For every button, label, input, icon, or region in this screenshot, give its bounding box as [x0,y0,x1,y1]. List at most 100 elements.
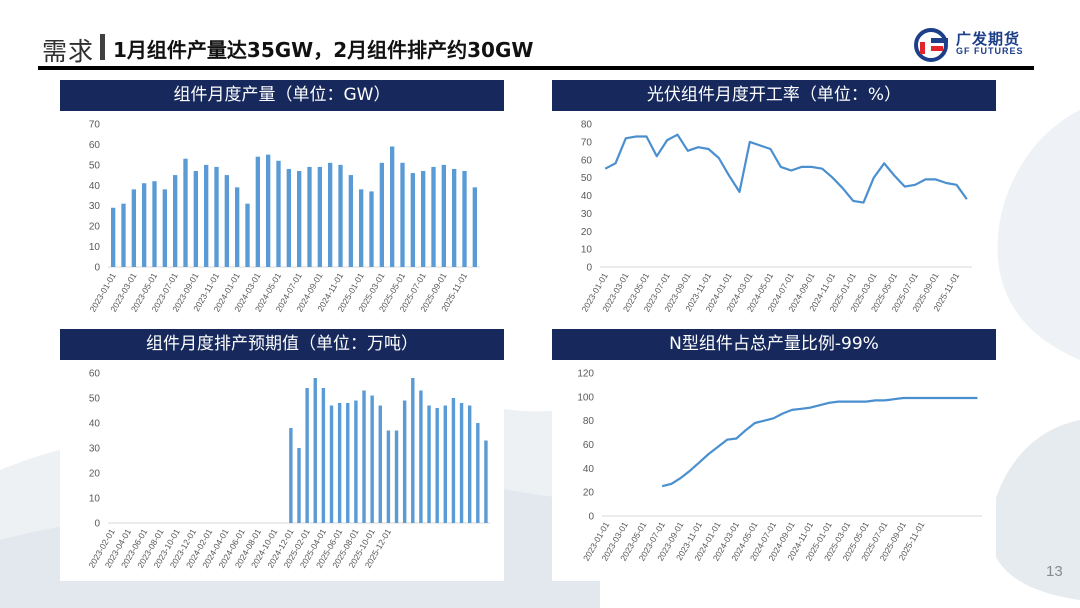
chart-production-schedule-svg: 01020304050602023-02-012023-04-012023-06… [86,369,490,570]
bar [369,191,374,267]
bar [389,146,395,267]
series-line [661,396,978,488]
bar [358,189,364,267]
y-tick-label: 40 [89,419,101,430]
bar [110,207,116,267]
slide-title: 1月组件产量达35GW，2月组件排产约30GW [113,38,534,62]
section-label: 需求 [42,37,95,66]
y-tick-label: 120 [577,369,594,380]
bar [141,183,147,267]
y-tick-label: 10 [89,242,101,253]
bar [289,428,293,523]
bar [337,403,342,523]
bar [484,440,488,523]
bar [255,156,261,267]
y-tick-label: 10 [581,245,593,256]
y-tick-label: 30 [89,444,101,455]
bar [152,181,157,267]
bar [370,395,374,523]
panel-title-operating-rate: 光伏组件月度开工率（单位：%） [552,80,996,111]
bar [305,388,309,523]
bar [362,390,366,523]
bar [193,170,199,267]
bar [386,430,391,523]
y-tick-label: 0 [94,519,100,530]
y-tick-label: 100 [577,392,594,403]
y-tick-label: 10 [89,494,101,505]
y-tick-label: 20 [89,469,101,480]
bar [435,408,439,523]
bar [411,378,415,523]
bar [427,405,431,523]
y-tick-label: 80 [583,416,595,427]
bar [462,170,467,267]
logo-text-en: GF FUTURES [956,46,1024,56]
bar [286,168,292,267]
bar [443,405,448,523]
y-tick-label: 80 [581,120,593,131]
slide-header: 需求 1月组件产量达35GW，2月组件排产约30GW 广发期货 GF FUTUR… [0,28,1080,74]
chart-n-type-share: 0 20 40 60 80 100 120 2023-01-01 2023-03-01 2023-… [552,361,996,581]
bar [459,403,464,523]
bar [121,203,126,267]
bar [317,166,323,267]
bar [276,160,281,267]
bar [378,405,382,523]
y-tick-label: 0 [94,263,100,274]
chart-operating-rate: 0 10 20 30 40 50 60 70 80 2023-01-01 2023-03-01 202… [552,112,996,324]
bar [451,398,456,523]
bar [420,170,426,267]
bar [451,168,457,267]
bar [327,162,333,267]
bar [265,154,271,267]
bar [400,162,405,267]
y-tick-label: 70 [89,120,101,131]
bar [419,390,423,523]
bar [245,203,250,267]
bar [203,164,209,267]
bar [394,430,399,523]
y-tick-label: 30 [89,201,101,212]
bar [379,162,385,267]
y-tick-label: 50 [89,394,101,405]
bar [346,403,350,523]
page-number: 13 [1046,563,1063,580]
logo-text-cn: 广发期货 [956,30,1021,48]
bar [348,175,354,267]
y-tick-label: 40 [581,191,593,202]
bar [296,170,302,267]
y-tick-label: 30 [581,209,593,220]
chart-module-output-svg: 0102030405060702023-01-012023-03-012023-… [87,120,480,314]
y-tick-label: 50 [89,160,101,171]
chart-production-schedule: 0 10 20 30 40 50 60 2023-02-01 2023-04-01 2023-06… [60,361,504,581]
y-tick-label: 0 [586,263,592,274]
y-tick-label: 60 [89,140,101,151]
bar [321,388,326,523]
bar [467,405,472,523]
company-logo: 广发期货 GF FUTURES [914,28,1044,64]
bar [354,400,358,523]
chart-n-type-share-svg: 0204060801001202023-01-012023-03-012023-… [577,369,982,563]
bar [431,166,436,267]
bar [172,175,178,267]
y-tick-label: 60 [89,369,101,380]
bar [313,378,317,523]
bar [441,164,447,267]
bar [307,166,312,267]
chart-module-output: 0 10 20 30 40 50 60 70 2023-01-01 2023-03-01 2023-… [60,112,504,324]
y-tick-label: 60 [581,155,593,166]
bar [131,189,137,267]
bar [338,164,343,267]
panel-title-module-output: 组件月度产量（单位：GW） [60,80,504,111]
bar [214,166,219,267]
y-tick-label: 40 [583,464,595,475]
series-line [604,133,968,204]
y-tick-label: 60 [583,440,595,451]
bar [402,400,407,523]
y-tick-label: 20 [89,222,101,233]
y-tick-label: 50 [581,173,593,184]
bar [183,158,188,267]
bar [472,187,478,267]
chart-operating-rate-svg: 010203040506070802023-01-012023-03-01202… [579,120,972,314]
panel-title-production-schedule: 组件月度排产预期值（单位：万吨） [60,329,504,360]
